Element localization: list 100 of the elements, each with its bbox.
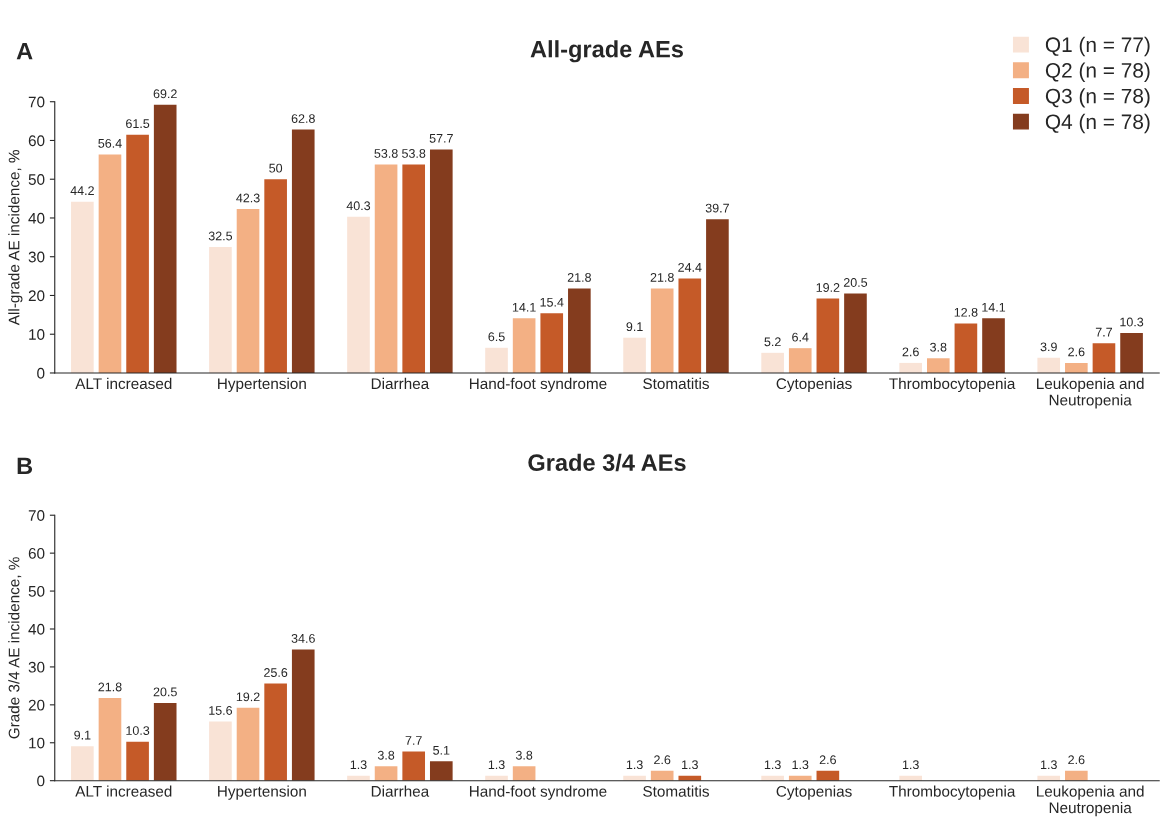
bar (264, 179, 287, 373)
legend-label: Q4 (n = 78) (1045, 113, 1150, 134)
data-label: 7.7 (405, 736, 422, 745)
bar (291, 129, 315, 373)
y-axis-title: All-grade AE incidence, % (8, 149, 23, 326)
bar (844, 293, 867, 373)
x-tick-label: Hand-foot syndrome (469, 785, 607, 800)
bar (402, 164, 426, 373)
y-tick-label: 40 (28, 623, 45, 635)
y-tick-label: 10 (29, 329, 45, 340)
data-label: 1.3 (350, 760, 367, 770)
data-label: 1.3 (626, 760, 643, 770)
y-tick-label: 50 (28, 174, 45, 185)
chart-title: All-grade AEs (530, 40, 683, 63)
data-label: 9.1 (74, 730, 91, 740)
data-label: 20.5 (153, 687, 177, 697)
data-label: 62.8 (291, 114, 315, 123)
data-label: 15.6 (209, 706, 233, 715)
x-tick-label: Diarrhea (371, 377, 430, 390)
data-label: 2.6 (654, 755, 671, 765)
y-tick-label: 30 (28, 251, 45, 263)
y-tick-label: 60 (28, 135, 45, 147)
data-label: 5.1 (433, 745, 450, 755)
x-tick-label: ALT increased (75, 377, 172, 390)
bar (209, 721, 232, 781)
y-tick-label: 0 (37, 367, 45, 379)
y-tick-label: 0 (37, 775, 45, 787)
data-label: 2.6 (1068, 755, 1085, 765)
data-label: 3.9 (1040, 342, 1057, 352)
data-label: 24.4 (678, 262, 702, 272)
bar (429, 761, 453, 781)
data-label: 21.8 (98, 682, 122, 692)
bar (540, 313, 564, 373)
bar (512, 766, 536, 781)
data-label: 1.3 (682, 760, 698, 770)
bar (816, 298, 840, 373)
bar (126, 134, 149, 373)
bar (347, 216, 370, 373)
legend-label: Q2 (n = 78) (1045, 62, 1150, 82)
y-tick-label: 60 (28, 548, 45, 559)
data-label: 20.5 (843, 278, 868, 287)
x-tick-label: Diarrhea (371, 785, 430, 797)
data-label: 6.5 (488, 332, 505, 342)
y-tick-label: 70 (28, 96, 45, 108)
data-label: 34.6 (291, 633, 315, 643)
bar (485, 347, 508, 373)
y-tick-label: 50 (28, 585, 45, 597)
data-label: 2.6 (819, 755, 836, 765)
data-label: 44.2 (70, 186, 94, 195)
data-label: 2.6 (902, 347, 919, 357)
legend-label: Q3 (n = 78) (1045, 88, 1150, 108)
bar (1037, 357, 1061, 373)
x-tick-label: Cytopenias (776, 785, 852, 800)
bar (98, 698, 122, 781)
bar (236, 707, 260, 781)
data-label: 53.8 (374, 149, 398, 158)
bar (374, 164, 398, 373)
data-label: 39.7 (705, 203, 729, 213)
bar (954, 323, 978, 373)
bar (236, 209, 260, 373)
data-label: 50 (269, 163, 283, 173)
data-label: 15.4 (540, 297, 564, 307)
data-label: 2.6 (1068, 347, 1085, 357)
data-label: 1.3 (488, 760, 505, 770)
y-tick-label: 10 (29, 737, 45, 749)
bar (706, 219, 729, 373)
data-label: 10.3 (1120, 317, 1144, 327)
data-label: 19.2 (816, 283, 840, 292)
bar (98, 154, 122, 373)
bar (1065, 362, 1088, 373)
x-tick-label: ALT increased (75, 785, 172, 797)
bar (153, 702, 177, 781)
data-label: 25.6 (264, 668, 288, 677)
bar (568, 288, 591, 373)
bar (650, 288, 674, 373)
data-label: 1.3 (764, 760, 781, 770)
bar (982, 318, 1005, 373)
y-tick-label: 70 (28, 510, 45, 521)
x-tick-label: Cytopenias (776, 377, 852, 393)
data-label: 14.1 (982, 302, 1006, 312)
bar (788, 348, 812, 373)
data-label: 6.4 (792, 332, 809, 342)
y-tick-label: 30 (28, 661, 45, 673)
bar (153, 104, 177, 373)
legend-label: Q1 (n = 77) (1045, 36, 1150, 57)
data-label: 1.3 (902, 760, 919, 770)
bar (402, 751, 426, 781)
x-tick-label: Hand-foot syndrome (469, 377, 607, 393)
bar (761, 352, 784, 373)
x-tick-label: Hypertension (218, 785, 306, 800)
data-label: 3.8 (930, 342, 947, 352)
bar (264, 683, 287, 781)
text: B (17, 457, 33, 474)
data-label: 53.8 (402, 149, 426, 158)
bar (926, 358, 950, 373)
bar (209, 247, 232, 373)
data-label: 12.8 (954, 307, 978, 317)
data-label: 21.8 (650, 273, 674, 282)
data-label: 40.3 (346, 201, 371, 211)
chart-title: Grade 3/4 AEs (528, 453, 686, 472)
